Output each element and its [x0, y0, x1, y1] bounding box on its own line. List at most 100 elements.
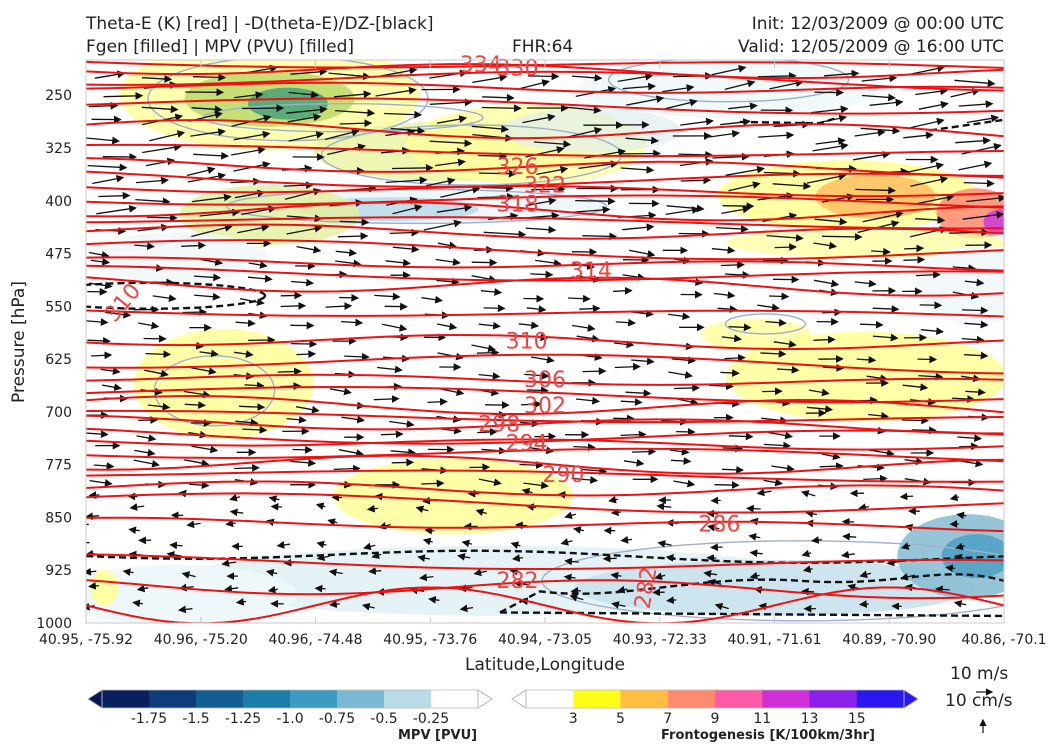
wind-vector	[527, 72, 560, 81]
wind-vector	[728, 102, 758, 111]
theta-e-contour-line	[86, 256, 1004, 272]
fgen-colorbar-label: Frontogenesis [K/100km/3hr]	[661, 728, 875, 743]
wind-vector	[665, 554, 676, 562]
wind-vector	[145, 350, 172, 359]
wind-vector	[903, 255, 926, 264]
wind-vector	[961, 335, 985, 344]
y-tick-label: 850	[45, 510, 72, 526]
wind-vector	[582, 367, 607, 376]
wind-vector	[957, 434, 983, 443]
wind-vector	[614, 362, 641, 371]
wind-vector	[225, 519, 236, 528]
wind-vector	[965, 388, 986, 396]
wind-vector	[315, 502, 326, 511]
wind-vector	[956, 511, 967, 520]
wind-vector	[620, 165, 655, 174]
wind-vector	[327, 518, 338, 526]
colorbar-swatch	[762, 690, 810, 708]
wind-vector	[711, 64, 747, 76]
wind-vector	[363, 542, 376, 551]
theta-e-contour-line	[86, 579, 1004, 600]
wind-vector	[436, 204, 473, 213]
wind-vector	[88, 251, 110, 259]
wind-vector	[526, 305, 547, 314]
wind-vector	[436, 322, 458, 331]
colorbar-swatch	[196, 690, 244, 708]
wind-vector	[608, 495, 619, 504]
wind-vector	[235, 597, 247, 606]
wind-vector	[136, 584, 149, 593]
wind-reference-vertical: 10 cm/s	[945, 691, 1013, 711]
wind-vector	[234, 350, 254, 358]
wind-vector	[233, 130, 271, 141]
wind-vector	[234, 91, 264, 99]
wind-vector	[856, 355, 877, 364]
wind-vector	[746, 504, 761, 513]
wind-vector	[138, 321, 160, 330]
wind-vector	[287, 113, 322, 123]
wind-vector	[276, 541, 291, 549]
wind-vector	[756, 488, 772, 497]
wind-vector	[186, 166, 216, 177]
wind-vector	[766, 234, 804, 242]
wind-vector	[610, 571, 622, 580]
wind-vector	[916, 193, 955, 205]
wind-vector	[863, 474, 888, 483]
y-tick-label: 475	[45, 247, 72, 263]
wind-vector	[371, 551, 382, 559]
wind-vector	[531, 185, 566, 194]
wind-vector	[578, 160, 619, 170]
wind-vector	[522, 113, 556, 124]
theta-e-contour-line	[86, 385, 1004, 404]
wind-vector	[813, 335, 836, 344]
wind-vector	[519, 461, 544, 470]
wind-vector	[417, 554, 430, 562]
title-line-1: Theta-E (K) [red] | -D(theta-E)/DZ-[blac…	[86, 14, 434, 34]
wind-vector	[918, 101, 949, 110]
x-tick-label: 40.89, -70.90	[842, 632, 936, 648]
wind-vector	[703, 569, 718, 578]
wind-vector	[244, 381, 265, 390]
wind-vector	[724, 79, 756, 91]
wind-vector	[772, 182, 812, 190]
wind-vector	[477, 152, 508, 160]
wind-vector	[575, 197, 616, 206]
colorbar-tick-label: -1.0	[276, 711, 303, 727]
y-tick-label: 325	[45, 141, 72, 157]
wind-vector	[710, 543, 723, 552]
colorbar-tick-label: -1.25	[225, 711, 261, 727]
wind-vector	[334, 90, 372, 99]
wind-vector	[961, 142, 1002, 155]
wind-vector	[847, 583, 859, 592]
y-tick-label: 550	[45, 299, 72, 315]
wind-vector	[429, 139, 473, 148]
wind-vector	[963, 179, 995, 188]
theta-e-contour-label: 302	[524, 394, 566, 419]
wind-vector	[199, 349, 219, 358]
wind-vector	[824, 69, 860, 78]
wind-vector	[194, 292, 221, 301]
wind-vector	[728, 432, 754, 441]
wind-vector	[721, 334, 742, 343]
wind-vector	[459, 604, 474, 613]
wind-vector	[576, 396, 601, 405]
wind-vector	[475, 508, 487, 517]
wind-vector	[935, 585, 950, 594]
colorbar-tick-label: 7	[663, 711, 672, 727]
wind-vector	[858, 503, 869, 512]
wind-vector	[654, 572, 666, 580]
wind-vector	[722, 202, 755, 210]
theta-e-contour-line	[86, 438, 1004, 451]
wind-vector	[813, 241, 838, 250]
wind-vector	[717, 305, 738, 313]
wind-vector	[622, 82, 656, 91]
wind-vector	[962, 210, 1004, 220]
colorbar-swatch	[337, 690, 385, 708]
wind-vector	[901, 162, 945, 175]
wind-vector	[819, 462, 844, 471]
title-line-2: Fgen [filled] | MPV (PVU) [filled]	[86, 37, 355, 57]
wind-vector	[277, 367, 302, 376]
theta-e-contour-label: 318	[496, 192, 538, 217]
y-tick-label: 400	[45, 194, 72, 210]
wind-vector	[424, 526, 435, 535]
